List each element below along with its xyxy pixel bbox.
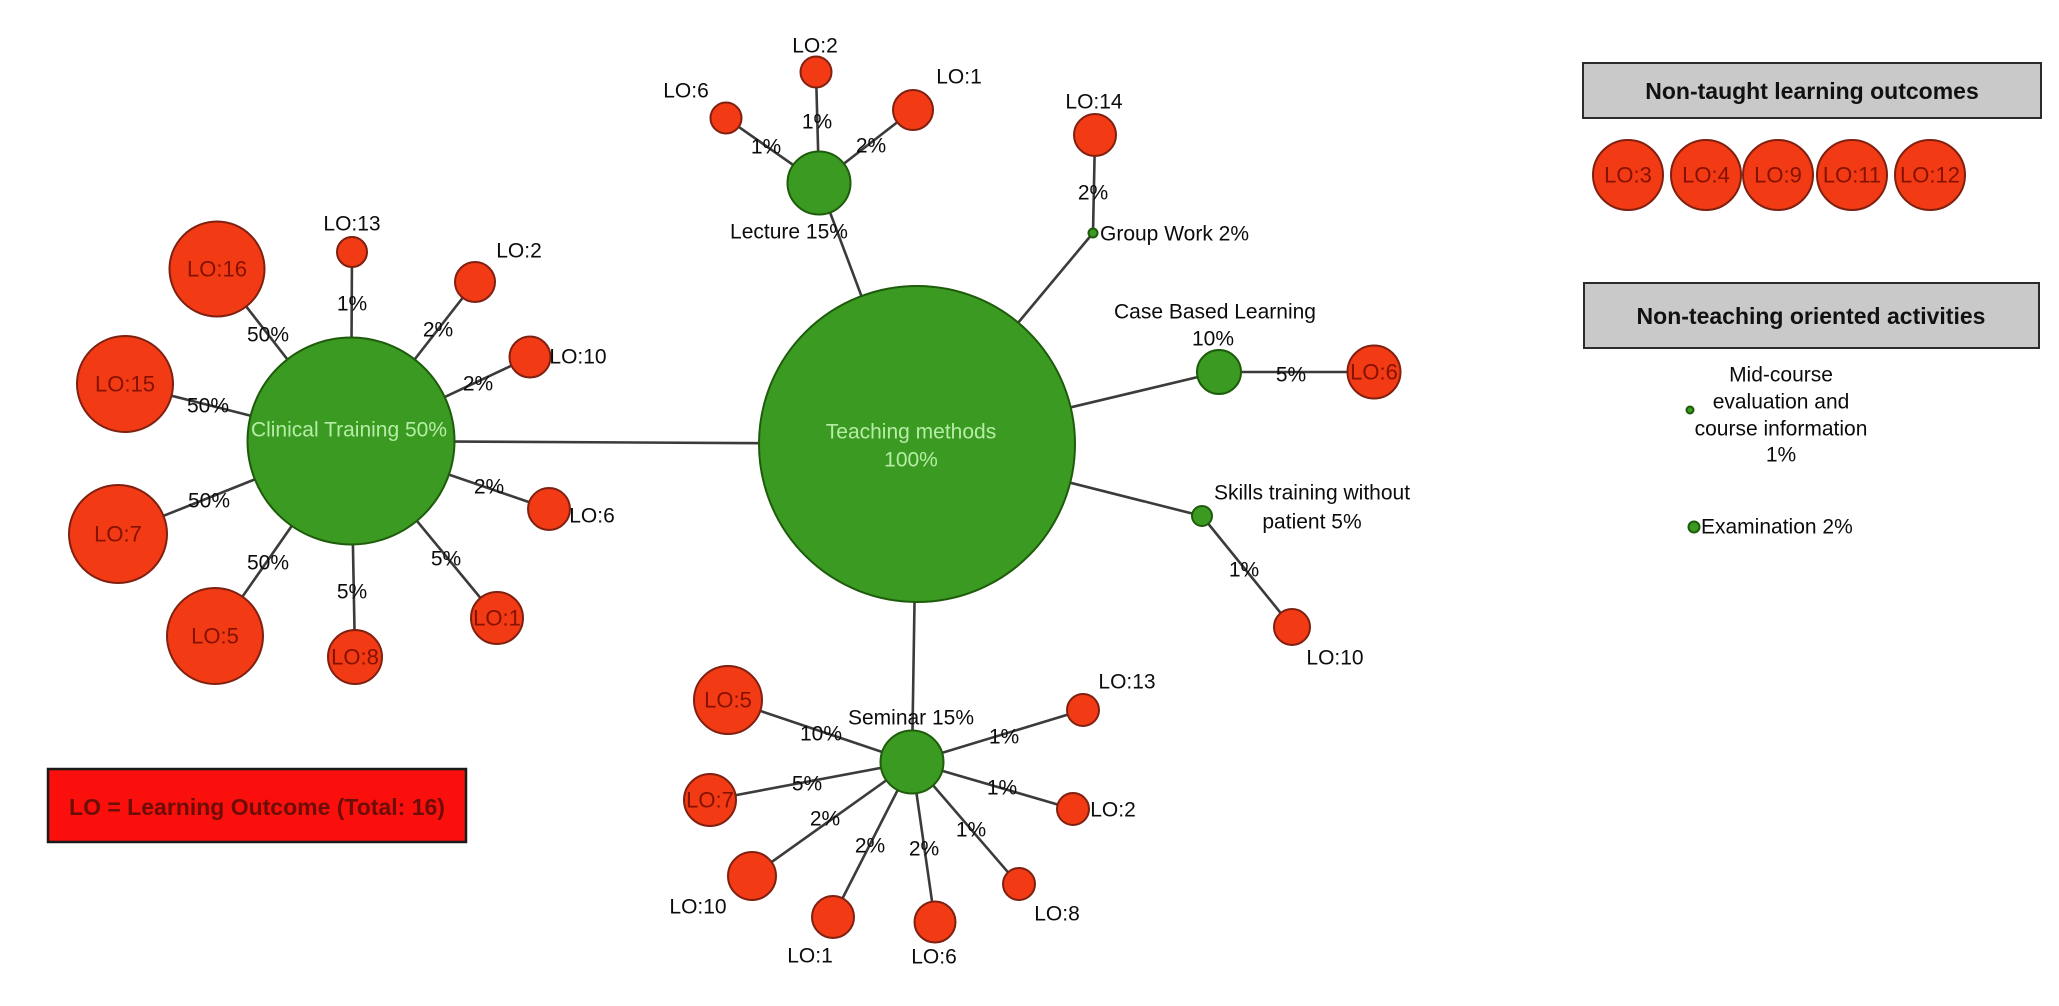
svg-text:LO:7: LO:7 [94, 522, 142, 547]
svg-text:LO:6: LO:6 [663, 79, 709, 102]
svg-text:LO:7: LO:7 [686, 788, 734, 813]
svg-text:Mid-course: Mid-course [1729, 363, 1833, 386]
svg-text:LO:2: LO:2 [792, 34, 838, 57]
svg-text:Group Work 2%: Group Work 2% [1100, 222, 1249, 245]
svg-text:100%: 100% [884, 448, 938, 471]
svg-text:2%: 2% [810, 807, 840, 830]
svg-text:LO:10: LO:10 [549, 345, 606, 368]
svg-text:1%: 1% [987, 776, 1017, 799]
svg-text:LO:1: LO:1 [787, 944, 833, 967]
svg-text:2%: 2% [474, 475, 504, 498]
svg-text:10%: 10% [1192, 327, 1234, 350]
svg-text:LO:2: LO:2 [496, 239, 542, 262]
svg-text:5%: 5% [337, 580, 367, 603]
svg-text:Case Based Learning: Case Based Learning [1114, 300, 1316, 323]
svg-text:1%: 1% [956, 818, 986, 841]
svg-text:5%: 5% [792, 772, 822, 795]
svg-text:Non-taught learning outcomes: Non-taught learning outcomes [1645, 78, 1979, 104]
svg-text:1%: 1% [1766, 443, 1796, 466]
svg-text:2%: 2% [463, 372, 493, 395]
svg-text:LO:4: LO:4 [1682, 163, 1730, 188]
svg-text:Clinical Training 50%: Clinical Training 50% [251, 418, 447, 441]
svg-text:LO:8: LO:8 [331, 645, 379, 670]
svg-text:LO:9: LO:9 [1754, 163, 1802, 188]
svg-text:LO:10: LO:10 [669, 895, 726, 918]
svg-text:2%: 2% [855, 834, 885, 857]
svg-text:LO:11: LO:11 [1823, 163, 1881, 188]
svg-text:5%: 5% [1276, 363, 1306, 386]
svg-text:Non-teaching oriented activiti: Non-teaching oriented activities [1637, 303, 1986, 329]
svg-text:50%: 50% [187, 394, 229, 417]
svg-text:LO:14: LO:14 [1065, 90, 1123, 113]
svg-text:LO:1: LO:1 [473, 606, 521, 631]
svg-text:2%: 2% [423, 318, 453, 341]
svg-text:LO:5: LO:5 [704, 688, 752, 713]
svg-text:evaluation and: evaluation and [1713, 390, 1850, 413]
svg-text:1%: 1% [337, 292, 367, 315]
svg-text:1%: 1% [751, 135, 781, 158]
svg-text:LO:6: LO:6 [569, 504, 615, 527]
svg-text:LO:13: LO:13 [1098, 670, 1155, 693]
svg-text:Teaching methods: Teaching methods [826, 420, 996, 443]
svg-text:1%: 1% [802, 110, 832, 133]
svg-text:course information: course information [1695, 417, 1868, 440]
svg-text:LO:8: LO:8 [1034, 902, 1080, 925]
svg-text:LO:3: LO:3 [1604, 163, 1652, 188]
svg-text:LO:12: LO:12 [1900, 163, 1960, 188]
svg-text:LO:2: LO:2 [1090, 798, 1136, 821]
svg-text:LO = Learning Outcome (Total:: LO = Learning Outcome (Total: 16) [69, 794, 445, 820]
svg-text:Examination 2%: Examination 2% [1701, 515, 1853, 538]
svg-text:LO:5: LO:5 [191, 624, 239, 649]
svg-text:LO:10: LO:10 [1306, 646, 1363, 669]
svg-text:Seminar 15%: Seminar 15% [848, 706, 974, 729]
svg-text:10%: 10% [800, 722, 842, 745]
svg-text:LO:1: LO:1 [936, 65, 982, 88]
svg-text:1%: 1% [1229, 558, 1259, 581]
svg-text:5%: 5% [431, 547, 461, 570]
svg-text:Lecture 15%: Lecture 15% [730, 220, 848, 243]
svg-text:2%: 2% [856, 134, 886, 157]
svg-text:patient 5%: patient 5% [1262, 510, 1361, 533]
svg-text:2%: 2% [1078, 181, 1108, 204]
svg-text:1%: 1% [989, 725, 1019, 748]
svg-text:2%: 2% [909, 837, 939, 860]
svg-text:LO:6: LO:6 [1350, 360, 1398, 385]
svg-text:LO:16: LO:16 [187, 257, 247, 282]
svg-text:50%: 50% [188, 489, 230, 512]
svg-text:Skills training without: Skills training without [1214, 481, 1410, 504]
svg-text:LO:6: LO:6 [911, 945, 957, 968]
svg-text:LO:15: LO:15 [95, 372, 155, 397]
svg-text:LO:13: LO:13 [323, 212, 380, 235]
svg-text:50%: 50% [247, 551, 289, 574]
svg-text:50%: 50% [247, 323, 289, 346]
